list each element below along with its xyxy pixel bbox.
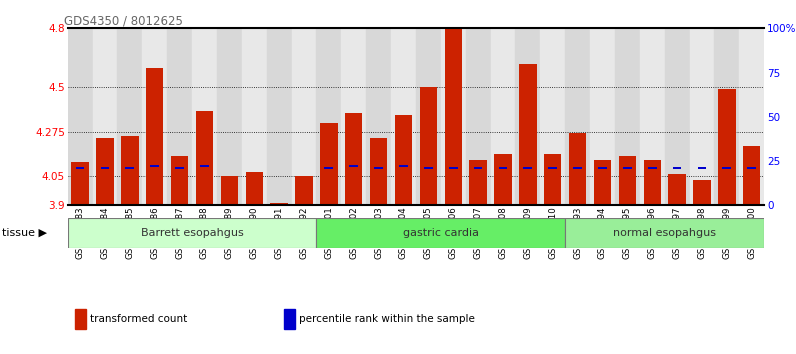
Bar [171, 156, 189, 205]
Bar [126, 167, 135, 169]
Bar [146, 68, 163, 205]
Bar [96, 138, 114, 205]
Bar [689, 28, 715, 205]
Bar [569, 132, 587, 205]
Bar [167, 28, 192, 205]
Bar [419, 87, 437, 205]
Bar [669, 174, 686, 205]
Bar [374, 167, 383, 169]
Text: GDS4350 / 8012625: GDS4350 / 8012625 [64, 14, 183, 27]
Bar [494, 154, 512, 205]
Bar [540, 28, 565, 205]
Bar [349, 165, 358, 167]
Bar [150, 165, 159, 167]
Bar [623, 167, 632, 169]
Bar [196, 111, 213, 205]
Bar [295, 176, 313, 205]
Bar [416, 28, 441, 205]
Bar [320, 123, 338, 205]
Bar [444, 28, 462, 205]
Bar [72, 162, 89, 205]
Bar [648, 167, 657, 169]
Bar [449, 167, 458, 169]
Bar [573, 167, 582, 169]
Bar [747, 167, 756, 169]
Bar [466, 28, 490, 205]
Bar [291, 28, 317, 205]
Bar [548, 167, 557, 169]
Bar [490, 28, 516, 205]
Bar [524, 167, 533, 169]
Bar [121, 137, 139, 205]
Bar [590, 28, 615, 205]
Text: percentile rank within the sample: percentile rank within the sample [299, 314, 474, 324]
Bar [267, 28, 291, 205]
Bar [325, 167, 334, 169]
Bar [391, 28, 416, 205]
Bar [424, 167, 433, 169]
Bar [498, 167, 507, 169]
Bar [217, 28, 242, 205]
Bar [395, 115, 412, 205]
Text: transformed count: transformed count [90, 314, 187, 324]
Bar [697, 167, 706, 169]
Bar [242, 28, 267, 205]
Bar [519, 64, 537, 205]
Bar [341, 28, 366, 205]
Bar [68, 28, 92, 205]
FancyBboxPatch shape [565, 218, 764, 248]
Bar [718, 89, 736, 205]
Bar [142, 28, 167, 205]
Bar [100, 167, 109, 169]
Bar [598, 167, 607, 169]
Bar [743, 146, 760, 205]
Bar [317, 28, 341, 205]
FancyBboxPatch shape [317, 218, 565, 248]
Text: Barrett esopahgus: Barrett esopahgus [141, 228, 244, 238]
Bar [245, 172, 263, 205]
Bar [370, 138, 388, 205]
Bar [75, 309, 86, 329]
Bar [220, 176, 238, 205]
Bar [470, 160, 487, 205]
Text: gastric cardia: gastric cardia [403, 228, 478, 238]
Bar [366, 28, 391, 205]
Bar [640, 28, 665, 205]
Bar [271, 203, 288, 205]
Bar [643, 160, 661, 205]
Bar [715, 28, 739, 205]
Bar [594, 160, 611, 205]
Bar [175, 167, 184, 169]
Bar [118, 28, 142, 205]
Bar [565, 28, 590, 205]
Bar [283, 309, 295, 329]
Bar [92, 28, 118, 205]
Bar [200, 165, 209, 167]
Bar [673, 167, 681, 169]
Bar [474, 167, 482, 169]
Bar [693, 180, 711, 205]
Bar [399, 165, 408, 167]
Bar [739, 28, 764, 205]
Bar [615, 28, 640, 205]
Bar [665, 28, 689, 205]
Bar [441, 28, 466, 205]
Bar [192, 28, 217, 205]
Bar [345, 113, 362, 205]
Bar [618, 156, 636, 205]
Bar [516, 28, 540, 205]
Text: tissue ▶: tissue ▶ [2, 228, 47, 238]
Text: normal esopahgus: normal esopahgus [613, 228, 716, 238]
FancyBboxPatch shape [68, 218, 317, 248]
Bar [544, 154, 561, 205]
Bar [723, 167, 732, 169]
Bar [76, 167, 84, 169]
